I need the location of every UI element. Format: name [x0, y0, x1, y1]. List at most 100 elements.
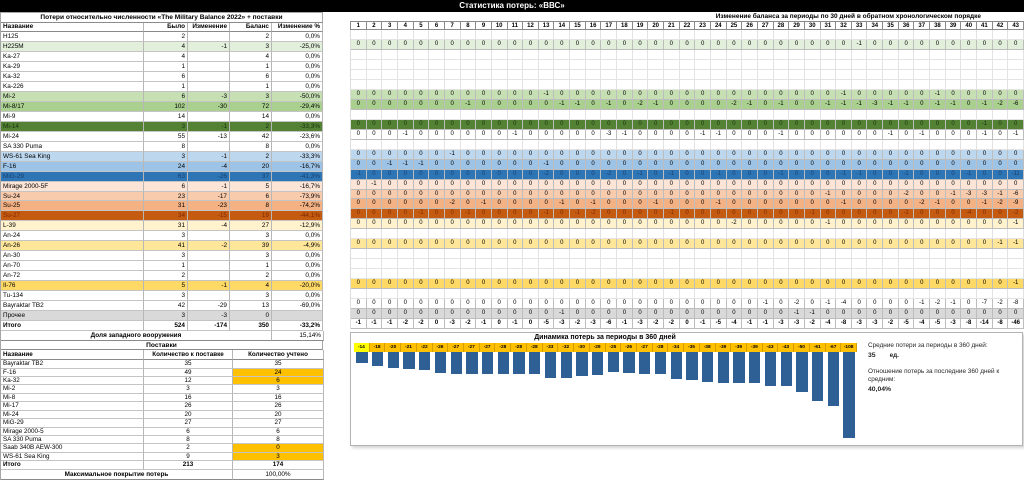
grid-cell[interactable]: 0	[648, 209, 665, 220]
grid-cell[interactable]	[648, 259, 665, 270]
value-cell[interactable]: 8	[144, 436, 233, 445]
grid-cell[interactable]: 0	[664, 149, 680, 160]
grid-cell[interactable]: -8	[992, 319, 1009, 330]
grid-cell[interactable]	[679, 59, 696, 70]
grid-cell[interactable]	[1008, 229, 1024, 240]
grid-cell[interactable]: 0	[679, 309, 696, 320]
grid-cell[interactable]	[601, 109, 618, 120]
grid-cell[interactable]: 0	[648, 309, 665, 320]
grid-cell[interactable]: 0	[742, 309, 758, 320]
grid-cell[interactable]: 0	[977, 239, 993, 250]
grid-cell[interactable]: 0	[695, 299, 711, 310]
row-name-cell[interactable]: Mirage 2000-5F	[1, 181, 144, 192]
grid-cell[interactable]: -14	[977, 319, 993, 330]
grid-cell[interactable]	[366, 229, 383, 240]
grid-cell[interactable]: 0	[538, 219, 555, 230]
grid-cell[interactable]: 0	[1008, 119, 1024, 130]
grid-cell[interactable]	[945, 249, 962, 260]
value-cell[interactable]: -1	[188, 281, 230, 292]
grid-cell[interactable]	[585, 289, 602, 300]
grid-cell[interactable]: -1	[851, 169, 868, 180]
value-cell[interactable]: 4	[230, 281, 272, 292]
grid-cell[interactable]	[366, 289, 383, 300]
grid-cell[interactable]: 0	[773, 189, 790, 200]
grid-cell[interactable]	[789, 49, 805, 60]
grid-cell[interactable]	[664, 229, 680, 240]
grid-cell[interactable]: 0	[945, 309, 962, 320]
grid-cell[interactable]: 0	[914, 119, 931, 130]
value-cell[interactable]: 26	[144, 402, 233, 411]
grid-cell[interactable]: 0	[444, 99, 461, 110]
grid-cell[interactable]	[851, 289, 868, 300]
grid-cell[interactable]: 0	[570, 129, 586, 140]
grid-cell[interactable]	[366, 79, 383, 90]
grid-cell[interactable]: -1	[804, 209, 821, 220]
grid-cell[interactable]: 0	[851, 309, 868, 320]
grid-cell[interactable]	[460, 249, 477, 260]
grid-cell[interactable]: -3	[851, 319, 868, 330]
grid-cell[interactable]	[413, 289, 430, 300]
grid-cell[interactable]	[836, 269, 852, 280]
grid-cell[interactable]: 0	[914, 39, 931, 50]
value-cell[interactable]: 3	[144, 311, 188, 322]
grid-column-header[interactable]: 18	[617, 21, 633, 30]
grid-cell[interactable]	[930, 49, 946, 60]
grid-cell[interactable]	[992, 49, 1009, 60]
value-cell[interactable]: -4	[188, 221, 230, 232]
grid-cell[interactable]: 0	[507, 149, 524, 160]
grid-cell[interactable]	[742, 49, 758, 60]
grid-cell[interactable]: -2	[992, 99, 1009, 110]
grid-cell[interactable]: 0	[789, 189, 805, 200]
grid-column-header[interactable]: 25	[726, 21, 743, 30]
grid-cell[interactable]: 0	[366, 199, 383, 210]
row-name-cell[interactable]: WS-61 Sea King	[1, 151, 144, 162]
grid-column-header[interactable]: 13	[538, 21, 555, 30]
grid-cell[interactable]: -3	[961, 189, 978, 200]
column-header[interactable]: Количество учтено	[233, 350, 324, 361]
grid-cell[interactable]: 0	[351, 219, 367, 230]
grid-column-header[interactable]: 34	[867, 21, 884, 30]
grid-cell[interactable]: 0	[523, 159, 539, 170]
grid-cell[interactable]: 0	[992, 129, 1009, 140]
value-cell[interactable]: 6	[230, 191, 272, 202]
grid-cell[interactable]: 0	[632, 279, 649, 290]
value-cell[interactable]: 2	[144, 32, 188, 42]
grid-cell[interactable]: 0	[851, 129, 868, 140]
grid-cell[interactable]: -1	[977, 129, 993, 140]
grid-cell[interactable]	[413, 109, 430, 120]
grid-cell[interactable]	[977, 259, 993, 270]
grid-cell[interactable]: 0	[382, 99, 398, 110]
value-cell[interactable]: 1	[144, 81, 188, 92]
value-cell[interactable]: 6	[144, 181, 188, 192]
grid-cell[interactable]: 0	[570, 179, 586, 190]
grid-cell[interactable]: 0	[366, 99, 383, 110]
grid-cell[interactable]: 0	[585, 119, 602, 130]
value-cell[interactable]: 27	[233, 419, 324, 428]
grid-cell[interactable]: 0	[554, 209, 571, 220]
grid-cell[interactable]: 0	[757, 219, 774, 230]
grid-cell[interactable]: 0	[820, 179, 837, 190]
value-cell[interactable]: 2	[144, 271, 188, 282]
grid-cell[interactable]	[664, 49, 680, 60]
grid-cell[interactable]	[679, 269, 696, 280]
grid-cell[interactable]	[397, 79, 414, 90]
grid-cell[interactable]: 0	[883, 209, 899, 220]
grid-cell[interactable]	[523, 109, 539, 120]
value-cell[interactable]: -29	[188, 301, 230, 312]
grid-cell[interactable]: 0	[930, 189, 946, 200]
grid-cell[interactable]	[382, 59, 398, 70]
grid-cell[interactable]: 0	[351, 129, 367, 140]
grid-cell[interactable]: 0	[757, 189, 774, 200]
grid-cell[interactable]	[883, 69, 899, 80]
grid-cell[interactable]	[444, 249, 461, 260]
grid-cell[interactable]: 0	[476, 149, 492, 160]
grid-cell[interactable]	[726, 229, 743, 240]
grid-cell[interactable]	[757, 30, 774, 40]
value-cell[interactable]: 14	[230, 111, 272, 122]
grid-cell[interactable]: 0	[773, 179, 790, 190]
grid-cell[interactable]	[789, 79, 805, 90]
grid-cell[interactable]: -1	[836, 89, 852, 100]
row-name-cell[interactable]: SA 330 Puma	[1, 436, 144, 445]
grid-cell[interactable]: -1	[710, 129, 727, 140]
grid-cell[interactable]: 0	[851, 149, 868, 160]
